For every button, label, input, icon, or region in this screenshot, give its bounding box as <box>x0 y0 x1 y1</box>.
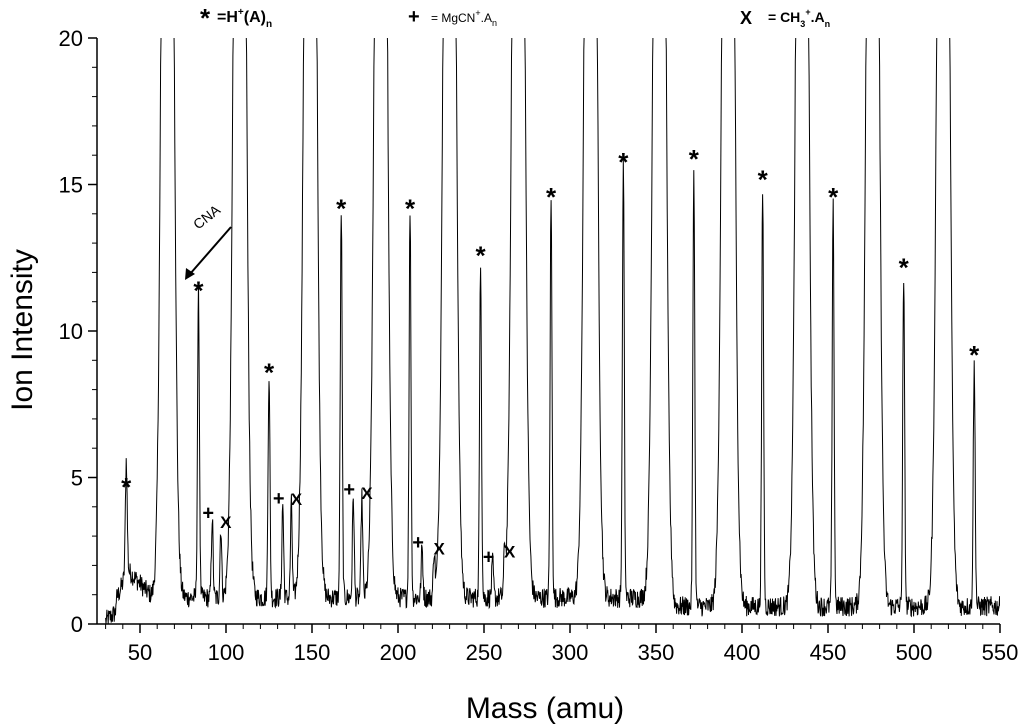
legend-text-x-sup: + <box>805 7 810 17</box>
plus-marker: + <box>412 532 424 554</box>
y-tick-label: 10 <box>59 319 83 344</box>
legend-text-star-sup: + <box>238 7 244 18</box>
x-axis-label: Mass (amu) <box>466 692 624 725</box>
legend-text-plus-sup: + <box>475 8 480 18</box>
legend-item-ch3-clusters: X = CH3+.An <box>740 7 830 29</box>
star-marker: * <box>546 182 557 212</box>
star-marker: * <box>405 194 416 224</box>
legend-text-plus-rest: .A <box>481 11 492 25</box>
x-tick-label: 150 <box>294 640 331 665</box>
legend-symbol-x: X <box>740 8 752 28</box>
legend-text-x-rest: .A <box>811 9 825 25</box>
star-marker: * <box>758 164 769 194</box>
legend-text-plus-sub: n <box>492 18 497 28</box>
x-tick-label: 250 <box>466 640 503 665</box>
star-marker: * <box>121 472 132 502</box>
x-tick-label: 100 <box>208 640 245 665</box>
legend-text-plus-main: = MgCN <box>431 11 475 25</box>
legend-text-star: =H+(A)n <box>217 7 272 30</box>
legend-text-star-main: =H <box>217 9 238 26</box>
y-tick-label: 20 <box>59 26 83 51</box>
star-marker: * <box>618 147 629 177</box>
x-tick-label: 500 <box>896 640 933 665</box>
star-marker: * <box>475 241 486 271</box>
legend-item-mgcn-clusters: + = MgCN+.An <box>408 6 497 28</box>
y-tick-label: 15 <box>59 173 83 198</box>
axes-layer: 50 100 150 200 250 300 350 400 450 500 550 0 5 10 15 20 <box>59 26 1019 665</box>
x-tick-label: 50 <box>128 640 152 665</box>
star-marker: * <box>899 252 910 282</box>
x-marker: X <box>291 490 303 509</box>
y-tick-label: 0 <box>71 612 83 637</box>
star-marker: * <box>689 144 700 174</box>
legend-text-x-sub: n <box>825 19 831 29</box>
x-marker: X <box>220 513 232 532</box>
spectrum-line <box>105 38 1000 624</box>
plus-marker: + <box>483 546 495 568</box>
legend-text-star-rest: (A) <box>244 9 266 26</box>
cna-annotation-arrow-head <box>185 268 195 280</box>
x-tick-label: 550 <box>982 640 1019 665</box>
x-tick-label: 450 <box>810 640 847 665</box>
plot-layer <box>105 38 1000 624</box>
cna-annotation: CNA <box>185 201 232 280</box>
x-tick-label: 400 <box>724 640 761 665</box>
star-marker: * <box>193 276 204 306</box>
plus-marker: + <box>202 502 214 524</box>
legend-symbol-plus: + <box>408 6 420 28</box>
legend-item-protonated-clusters: * =H+(A)n <box>200 3 272 33</box>
x-tick-label: 300 <box>552 640 589 665</box>
star-marker: * <box>264 358 275 388</box>
y-tick-label: 5 <box>71 466 83 491</box>
x-marker: X <box>504 543 516 562</box>
legend-text-x-main: = CH <box>768 9 800 25</box>
x-marker: X <box>361 484 373 503</box>
plus-marker: + <box>343 479 355 501</box>
legend-text-x: = CH3+.An <box>768 7 830 29</box>
legend-text-x-sub1: 3 <box>800 19 805 29</box>
plus-marker: + <box>273 488 285 510</box>
x-marker: X <box>433 540 445 559</box>
star-marker: * <box>969 340 980 370</box>
star-marker: * <box>828 182 839 212</box>
legend-text-plus: = MgCN+.An <box>431 8 497 28</box>
marker-layer: * * * * * * * * * * * * * + + + + + X X X X X <box>121 144 980 569</box>
cna-annotation-label: CNA <box>190 201 224 232</box>
x-tick-label: 200 <box>380 640 417 665</box>
y-axis-label: Ion Intensity <box>6 249 39 411</box>
cna-annotation-arrow-shaft <box>189 226 232 275</box>
legend-symbol-star: * <box>200 3 211 33</box>
legend: * =H+(A)n + = MgCN+.An X = CH3+.An <box>200 3 830 33</box>
star-marker: * <box>336 194 347 224</box>
legend-text-star-sub: n <box>266 19 272 30</box>
x-tick-label: 350 <box>638 640 675 665</box>
